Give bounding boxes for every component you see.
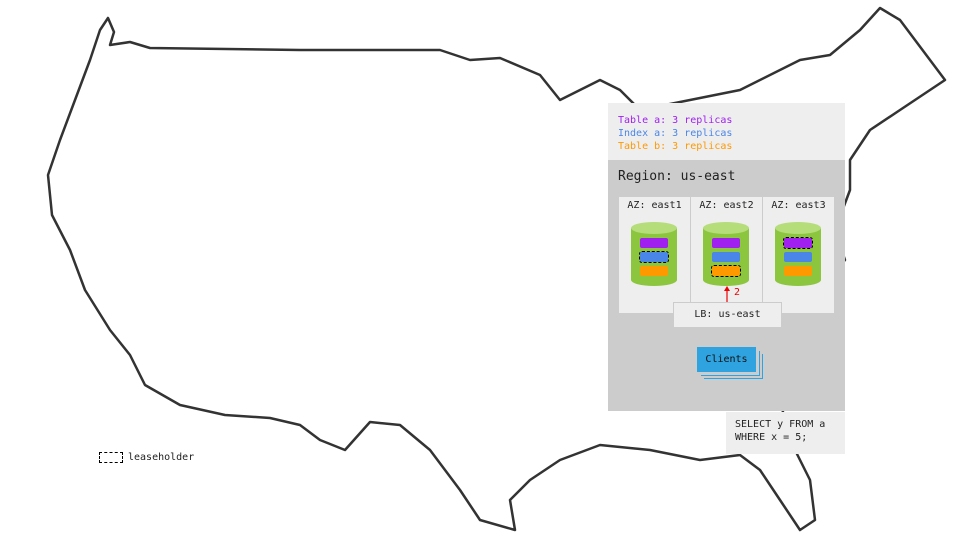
leaseholder-label: leaseholder: [128, 452, 195, 463]
az-label: AZ: east2: [699, 200, 754, 211]
load-balancer: LB: us-east: [673, 302, 782, 328]
az-east1: AZ: east1: [619, 197, 690, 313]
dashed-box-icon: [99, 452, 123, 463]
az-label: AZ: east1: [627, 200, 682, 211]
legend-table-b: Table b: 3 replicas: [618, 141, 733, 152]
arrow-up-icon: [724, 286, 730, 302]
arrow-step-label: 2: [734, 287, 741, 298]
table-a-replica-leaseholder: [783, 237, 813, 249]
az-label: AZ: east3: [771, 200, 826, 211]
table-a-replica: [712, 238, 740, 248]
az-east2: AZ: east2: [691, 197, 762, 313]
index-a-replica: [712, 252, 740, 262]
index-a-replica: [784, 252, 812, 262]
clients-stack: Clients: [697, 347, 756, 372]
legend-table-a: Table a: 3 replicas: [618, 115, 733, 126]
index-a-replica-leaseholder: [639, 251, 669, 263]
legend-index-a: Index a: 3 replicas: [618, 128, 733, 139]
region-title: Region: us-east: [618, 169, 736, 184]
table-b-replica-leaseholder: [711, 265, 741, 277]
table-a-replica: [640, 238, 668, 248]
database-node-icon: [775, 222, 821, 286]
table-b-replica: [784, 266, 812, 276]
table-b-replica: [640, 266, 668, 276]
database-node-icon: [703, 222, 749, 286]
leaseholder-legend: leaseholder: [99, 452, 194, 463]
replica-legend: Table a: 3 replicas Index a: 3 replicas …: [608, 103, 845, 160]
sql-query: SELECT y FROM a WHERE x = 5;: [726, 412, 845, 454]
database-node-icon: [631, 222, 677, 286]
az-east3: AZ: east3: [763, 197, 834, 313]
